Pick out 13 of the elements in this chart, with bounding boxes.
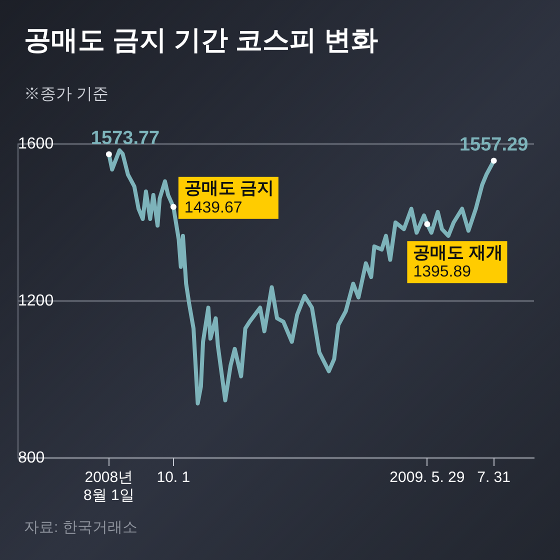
chart-subtitle: ※종가 기준: [24, 85, 108, 105]
text: 자료: 한국거래소: [24, 518, 138, 537]
x-tick-label: 7. 31: [477, 469, 511, 486]
chart-title: 공매도 금지 기간 코스피 변화: [24, 24, 378, 57]
annotation: 공매도 재개: [413, 242, 503, 262]
data-label: 1439.67: [184, 199, 242, 216]
x-tick-label: 2008년 8월 1일: [84, 469, 134, 504]
x-tick-label: 2009. 5. 29: [390, 469, 465, 486]
x-tick-label: 10. 1: [156, 469, 190, 486]
y-tick-label: 1200: [18, 292, 54, 310]
annotation: 공매도 금지: [184, 178, 274, 198]
y-tick-label: 1600: [18, 135, 54, 152]
data-label: 1395.89: [413, 264, 472, 281]
